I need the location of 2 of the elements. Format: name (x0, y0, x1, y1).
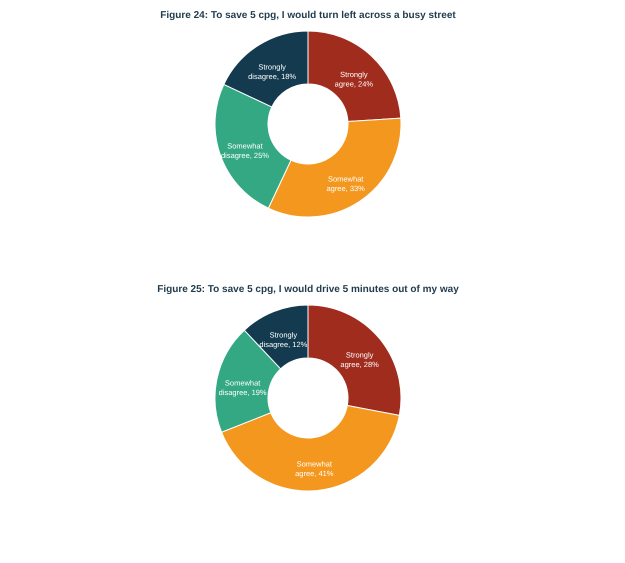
chart-title: Figure 24: To save 5 cpg, I would turn left across a busy street (160, 10, 456, 21)
chart-title: Figure 25: To save 5 cpg, I would drive 5 minutes out of my way (157, 284, 460, 295)
